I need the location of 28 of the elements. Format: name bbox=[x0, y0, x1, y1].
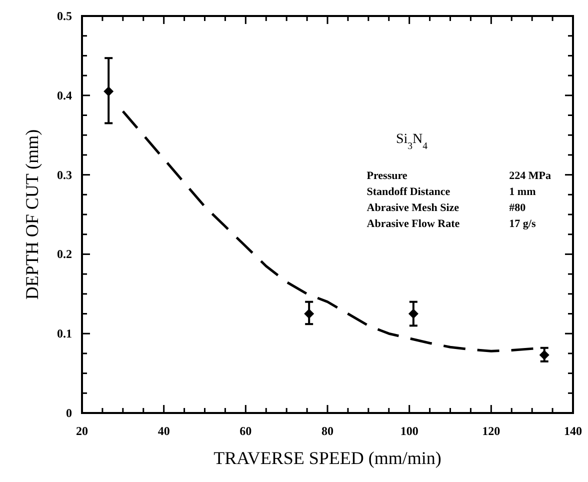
annotation: 17 g/s bbox=[509, 218, 536, 230]
x-tick-label: 20 bbox=[76, 424, 88, 438]
y-axis-title: DEPTH OF CUT (mm) bbox=[22, 129, 42, 300]
y-tick-label: 0.2 bbox=[57, 247, 72, 262]
x-tick-label: 80 bbox=[322, 424, 334, 438]
y-tick-label: 0.4 bbox=[57, 88, 72, 102]
point bbox=[304, 308, 314, 319]
point bbox=[539, 350, 550, 360]
annotation: 1 mm bbox=[509, 186, 536, 198]
x-tick-label: 140 bbox=[564, 424, 582, 438]
annotation: #80 bbox=[509, 202, 526, 214]
x-axis-title: TRAVERSE SPEED (mm/min) bbox=[214, 448, 442, 468]
x-tick-label: 60 bbox=[240, 424, 252, 438]
y-tick-label: 0.5 bbox=[57, 9, 72, 23]
x-tick-label: 120 bbox=[482, 424, 500, 438]
y-tick-label: 0.3 bbox=[57, 168, 72, 182]
x-tick-label: 100 bbox=[400, 424, 418, 438]
point bbox=[104, 86, 114, 96]
annotation: Abrasive Mesh Size bbox=[366, 202, 460, 214]
annotation: Si$_{3}$N$_{4}$ bbox=[396, 132, 428, 152]
annotation: Abrasive Flow Rate bbox=[366, 218, 460, 230]
point bbox=[408, 308, 418, 319]
annotation: Standoff Distance bbox=[366, 186, 450, 198]
annotation: Pressure bbox=[366, 170, 408, 182]
x-tick-label: 40 bbox=[158, 424, 170, 438]
y-tick-label: 0.1 bbox=[57, 326, 72, 341]
y-tick-label: 0 bbox=[66, 406, 72, 420]
annotation: 224 MPa bbox=[509, 170, 552, 182]
